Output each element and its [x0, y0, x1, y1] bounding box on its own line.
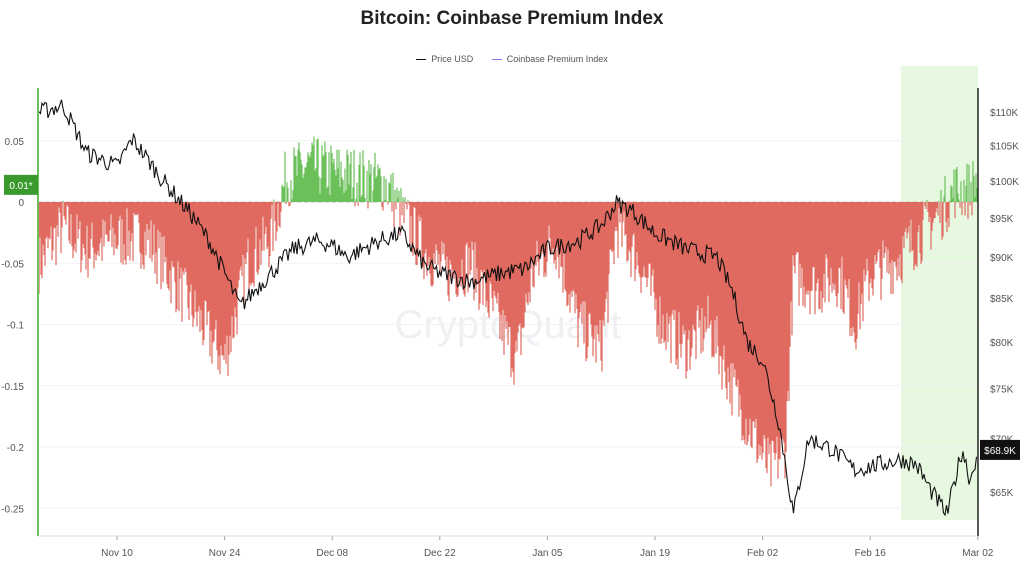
x-tick-label: Dec 22	[424, 548, 456, 559]
right-tick-label: $100K	[990, 177, 1019, 188]
right-tick-label: $80K	[990, 338, 1014, 349]
x-tick-label: Feb 02	[747, 548, 779, 559]
x-tick-label: Jan 19	[640, 548, 670, 559]
legend-label: Price USD	[431, 54, 474, 65]
current-premium-badge	[4, 174, 38, 195]
right-tick-label: $110K	[990, 108, 1019, 119]
left-tick-label: -0.2	[7, 443, 25, 454]
right-tick-label: $90K	[990, 253, 1014, 264]
current-price-label: $68.9K	[984, 446, 1016, 457]
x-tick-label: Nov 10	[101, 548, 133, 559]
right-tick-label: $95K	[990, 214, 1014, 225]
x-tick-label: Jan 05	[532, 548, 562, 559]
legend-swatch	[416, 58, 427, 60]
right-tick-label: $65K	[990, 488, 1014, 499]
right-tick-label: $105K	[990, 142, 1019, 153]
current-price-badge	[980, 439, 1020, 460]
price-line	[38, 99, 978, 517]
legend-item-premium[interactable]: Coinbase Premium Index	[491, 54, 608, 65]
left-tick-label: -0.1	[7, 321, 25, 332]
left-tick-label: 0	[18, 198, 24, 209]
highlight-region	[900, 66, 978, 520]
x-tick-label: Dec 08	[316, 548, 348, 559]
legend-item-price[interactable]: Price USD	[416, 54, 473, 64]
legend: Price USD Coinbase Premium Index	[0, 52, 1024, 64]
chart-title: Bitcoin: Coinbase Premium Index	[360, 8, 664, 29]
left-tick-label: -0.05	[1, 259, 24, 270]
x-tick-label: Mar 02	[962, 548, 994, 559]
left-tick-label: -0.25	[1, 504, 24, 515]
legend-swatch	[491, 58, 502, 60]
right-tick-label: $85K	[990, 294, 1014, 305]
x-tick-label: Nov 24	[209, 548, 241, 559]
legend-label: Coinbase Premium Index	[506, 54, 608, 65]
x-tick-label: Feb 16	[855, 548, 887, 559]
left-tick-label: 0.05	[5, 137, 25, 148]
left-tick-label: -0.15	[1, 382, 24, 393]
right-tick-label: $75K	[990, 385, 1014, 396]
current-premium-label: 0.01*	[9, 181, 32, 192]
